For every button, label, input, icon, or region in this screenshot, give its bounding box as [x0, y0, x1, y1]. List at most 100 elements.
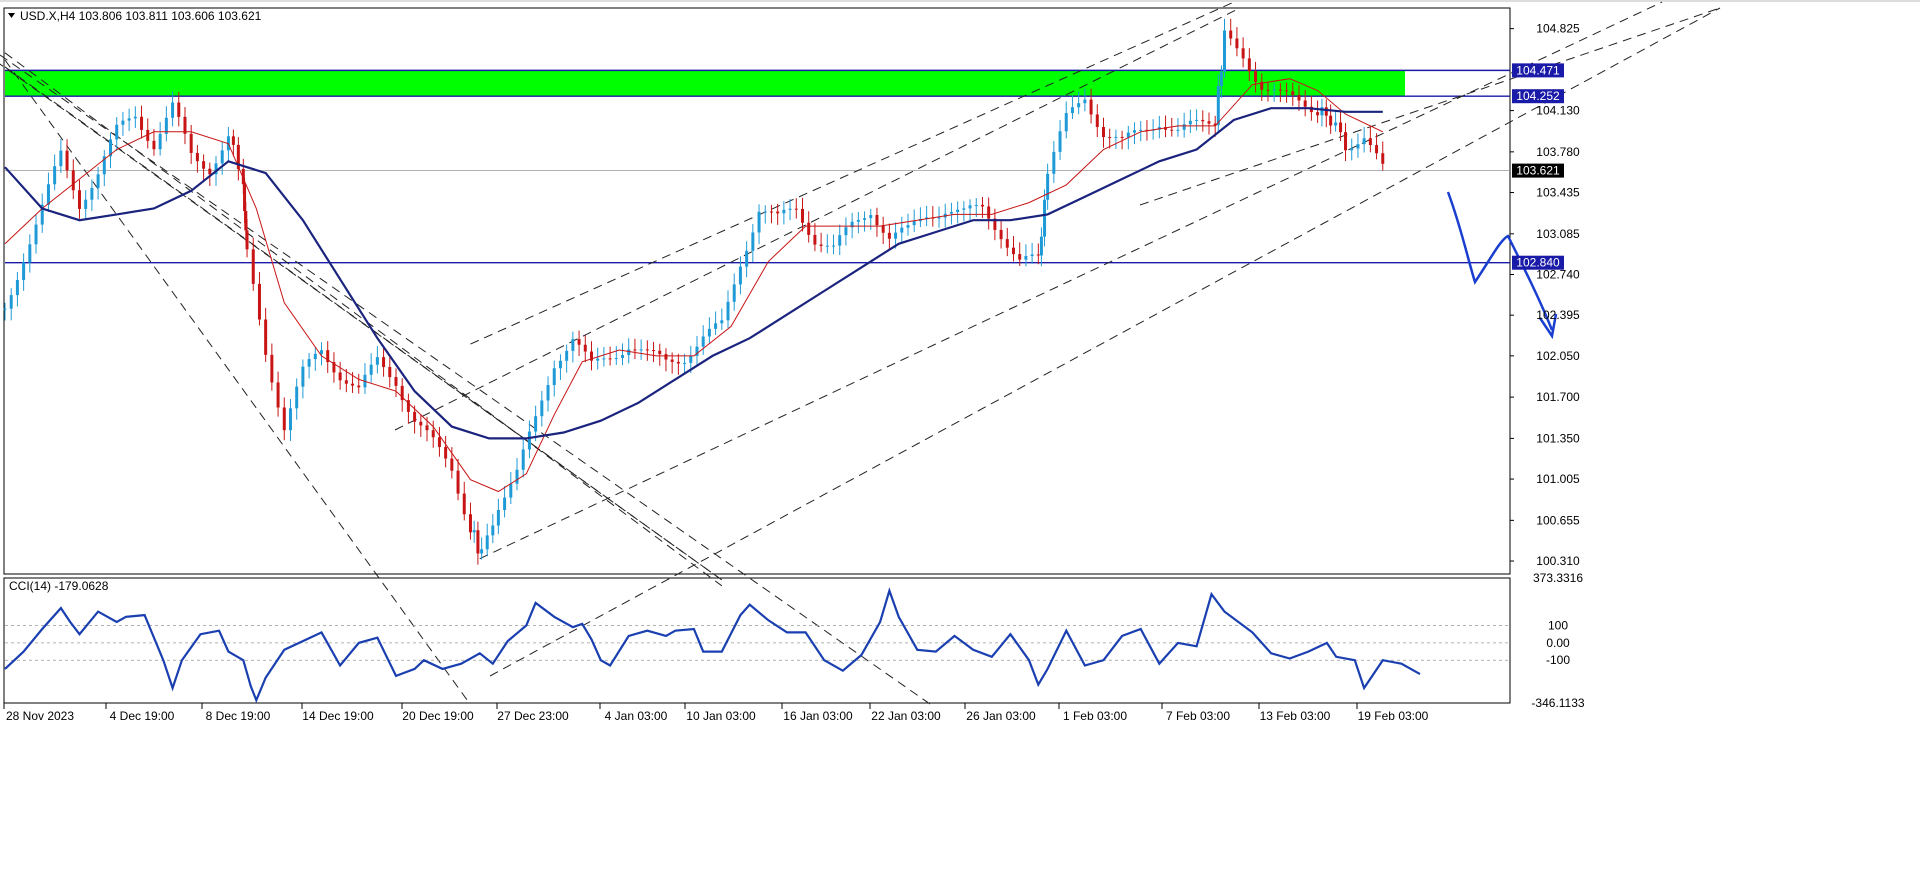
- candle-body: [388, 366, 392, 378]
- candle-body: [788, 208, 792, 210]
- trend-channel-line: [394, 7, 1241, 431]
- candle-body: [419, 421, 423, 426]
- x-tick-label: 4 Dec 19:00: [110, 709, 175, 723]
- candle-body: [1077, 103, 1081, 108]
- candle-body: [503, 497, 507, 510]
- y-tick-label: 103.435: [1536, 186, 1580, 200]
- candle-body: [776, 211, 780, 214]
- y-tick-label: 102.395: [1536, 308, 1580, 322]
- trend-channel-line: [489, 7, 1721, 677]
- candle-body: [627, 349, 631, 356]
- candle-body: [462, 493, 466, 515]
- x-tick-label: 19 Feb 03:00: [1358, 709, 1429, 723]
- price-tag: [1512, 163, 1564, 178]
- candle-body: [121, 120, 125, 125]
- candle-body: [695, 346, 699, 356]
- candle-body: [968, 205, 972, 209]
- candle-body: [689, 355, 693, 363]
- candle-body: [745, 250, 749, 267]
- candle-body: [1170, 129, 1174, 131]
- y-tick-label: 101.350: [1536, 431, 1580, 445]
- candle-body: [583, 344, 587, 352]
- candle-body: [264, 319, 268, 355]
- candle-body: [189, 133, 193, 153]
- candle-body: [491, 525, 495, 536]
- candle-body: [133, 116, 137, 119]
- candle-body: [40, 204, 44, 225]
- candle-body: [1064, 113, 1068, 132]
- candle-body: [757, 211, 761, 233]
- candle-body: [84, 199, 88, 209]
- candle-body: [1285, 90, 1289, 92]
- candle-body: [1356, 144, 1360, 149]
- cci-y-tick-label: 0.00: [1546, 636, 1570, 650]
- candle-body: [9, 295, 13, 309]
- candle-body: [351, 383, 355, 386]
- candle-body: [621, 355, 625, 359]
- candle-body: [645, 349, 649, 351]
- candle-body: [763, 211, 767, 213]
- price-tag-label: 103.621: [1516, 164, 1560, 178]
- candle-body: [22, 262, 26, 280]
- candle-body: [425, 425, 429, 431]
- candle-body: [1195, 119, 1199, 121]
- candle-body: [257, 283, 261, 320]
- y-tick-label: 103.085: [1536, 227, 1580, 241]
- candle-body: [1083, 99, 1087, 104]
- candle-body: [1320, 107, 1324, 116]
- x-tick-label: 13 Feb 03:00: [1260, 709, 1331, 723]
- candle-body: [1182, 124, 1186, 130]
- candle-body: [1139, 129, 1143, 131]
- candle-body: [171, 102, 175, 118]
- candle-body: [276, 382, 280, 408]
- candle-body: [546, 385, 550, 401]
- slow-moving-average: [4, 107, 1383, 440]
- candle-body: [231, 136, 235, 145]
- candle-body: [140, 116, 144, 130]
- candle-body: [1303, 100, 1307, 107]
- candle-body: [565, 350, 569, 361]
- chart-header: USD.X,H4 103.806 103.811 103.606 103.621: [20, 9, 262, 23]
- cci-title: CCI(14) -179.0628: [9, 579, 109, 593]
- candle-body: [1133, 130, 1137, 133]
- x-tick-label: 16 Jan 03:00: [783, 709, 853, 723]
- candle-body: [738, 266, 742, 285]
- candle-body: [1213, 123, 1217, 126]
- y-tick-label: 100.655: [1536, 513, 1580, 527]
- candle-body: [480, 549, 484, 554]
- candle-body: [1260, 81, 1264, 90]
- trend-channel-line: [470, 1, 1235, 345]
- candle-body: [1350, 148, 1354, 151]
- candle-body: [956, 209, 960, 213]
- candle-body: [1272, 89, 1276, 91]
- trend-channel-line: [4, 52, 723, 587]
- candle-body: [288, 408, 292, 431]
- candle-body: [707, 328, 711, 337]
- candle-body: [1235, 38, 1239, 49]
- trend-channel-line: [4, 66, 723, 581]
- candle-body: [589, 351, 593, 361]
- candle-body: [509, 483, 513, 498]
- candle-body: [476, 530, 480, 554]
- candle-body: [1219, 72, 1223, 87]
- candle-body: [307, 359, 311, 367]
- candle-body: [602, 358, 606, 360]
- x-tick-label: 20 Dec 19:00: [402, 709, 474, 723]
- cci-line: [4, 587, 1421, 704]
- candle-body: [1216, 86, 1220, 126]
- candle-body: [394, 377, 398, 386]
- candle-body: [1278, 89, 1282, 91]
- candle-body: [881, 225, 885, 233]
- candle-body: [664, 354, 668, 360]
- candle-body: [863, 218, 867, 220]
- candle-body: [596, 358, 600, 361]
- x-tick-label: 22 Jan 03:00: [871, 709, 941, 723]
- candle-body: [357, 385, 361, 388]
- candle-body: [313, 353, 317, 360]
- candle-body: [251, 249, 255, 284]
- candle-body: [875, 215, 879, 226]
- candle-body: [1101, 127, 1105, 138]
- candle-body: [925, 217, 929, 220]
- candle-body: [987, 206, 991, 219]
- price-tag: [1512, 63, 1564, 78]
